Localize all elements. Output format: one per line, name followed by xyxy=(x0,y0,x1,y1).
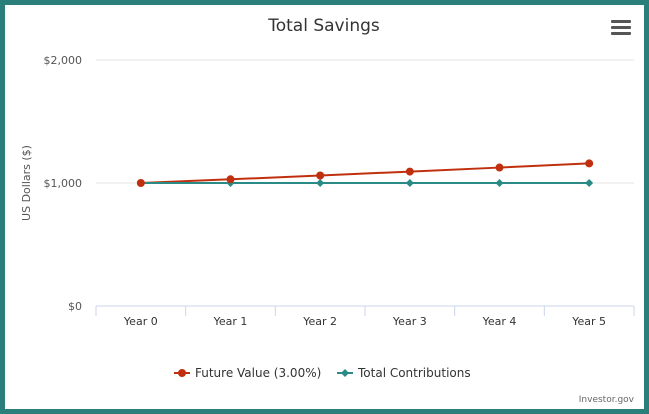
y-tick-label: $0 xyxy=(68,300,82,313)
data-point-future-value[interactable] xyxy=(585,159,594,168)
data-point-future-value[interactable] xyxy=(495,163,504,172)
x-tick-label: Year 0 xyxy=(123,315,158,328)
x-tick-label: Year 5 xyxy=(571,315,606,328)
legend-marker xyxy=(341,369,349,377)
data-point-future-value[interactable] xyxy=(136,179,145,187)
data-point-future-value[interactable] xyxy=(226,175,235,184)
x-tick-label: Year 3 xyxy=(392,315,427,328)
chart-title: Total Savings xyxy=(267,16,380,36)
data-point-total-contributions[interactable] xyxy=(316,179,325,187)
legend-marker xyxy=(178,369,186,377)
data-point-future-value[interactable] xyxy=(405,167,414,176)
hamburger-menu-icon[interactable] xyxy=(611,20,631,36)
data-point-total-contributions[interactable] xyxy=(495,179,504,187)
x-tick-label: Year 2 xyxy=(302,315,337,328)
legend-label: Future Value (3.00%) xyxy=(195,366,321,380)
legend-item-0[interactable]: Future Value (3.00%) xyxy=(174,366,321,380)
data-point-future-value[interactable] xyxy=(316,171,325,180)
y-tick-label: $2,000 xyxy=(44,54,83,67)
y-tick-label: $1,000 xyxy=(44,177,83,190)
chart-credit[interactable]: Investor.gov xyxy=(579,395,635,405)
x-tick-label: Year 4 xyxy=(482,315,517,328)
x-tick-label: Year 1 xyxy=(213,315,248,328)
y-axis-label: US Dollars ($) xyxy=(20,145,33,221)
data-point-total-contributions[interactable] xyxy=(585,179,594,187)
series-line-0 xyxy=(140,162,590,184)
legend-item-1[interactable]: Total Contributions xyxy=(337,366,471,380)
legend-label: Total Contributions xyxy=(357,366,471,380)
data-point-total-contributions[interactable] xyxy=(405,179,414,187)
